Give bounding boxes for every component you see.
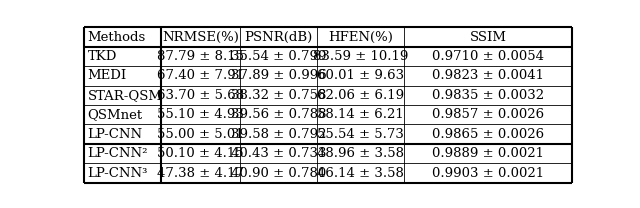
- Text: 38.32 ± 0.758: 38.32 ± 0.758: [231, 89, 326, 102]
- Text: LP-CNN²: LP-CNN²: [88, 147, 148, 160]
- Text: 47.38 ± 4.17: 47.38 ± 4.17: [157, 167, 244, 180]
- Text: 37.89 ± 0.996: 37.89 ± 0.996: [231, 69, 326, 82]
- Text: 50.10 ± 4.15: 50.10 ± 4.15: [157, 147, 244, 160]
- Text: QSMnet: QSMnet: [88, 108, 143, 121]
- Text: LP-CNN³: LP-CNN³: [88, 167, 148, 180]
- Text: 55.54 ± 5.73: 55.54 ± 5.73: [317, 128, 404, 141]
- Text: HFEN(%): HFEN(%): [328, 31, 393, 43]
- Text: TKD: TKD: [88, 50, 117, 63]
- Text: 40.90 ± 0.780: 40.90 ± 0.780: [231, 167, 326, 180]
- Text: PSNR(dB): PSNR(dB): [244, 31, 313, 43]
- Text: MEDI: MEDI: [88, 69, 127, 82]
- Text: 67.40 ± 7.91: 67.40 ± 7.91: [157, 69, 244, 82]
- Text: 83.59 ± 10.19: 83.59 ± 10.19: [313, 50, 408, 63]
- Text: 35.54 ± 0.799: 35.54 ± 0.799: [231, 50, 326, 63]
- Text: 63.70 ± 5.68: 63.70 ± 5.68: [157, 89, 244, 102]
- Text: 0.9823 ± 0.0041: 0.9823 ± 0.0041: [432, 69, 544, 82]
- Text: 0.9903 ± 0.0021: 0.9903 ± 0.0021: [432, 167, 544, 180]
- Text: 39.58 ± 0.792: 39.58 ± 0.792: [231, 128, 326, 141]
- Text: SSIM: SSIM: [470, 31, 507, 43]
- Text: 46.14 ± 3.58: 46.14 ± 3.58: [317, 167, 404, 180]
- Text: 55.00 ± 5.01: 55.00 ± 5.01: [157, 128, 244, 141]
- Text: STAR-QSM: STAR-QSM: [88, 89, 163, 102]
- Text: 62.06 ± 6.19: 62.06 ± 6.19: [317, 89, 404, 102]
- Text: 0.9865 ± 0.0026: 0.9865 ± 0.0026: [432, 128, 544, 141]
- Text: Methods: Methods: [88, 31, 146, 43]
- Text: 40.43 ± 0.733: 40.43 ± 0.733: [231, 147, 326, 160]
- Text: 58.14 ± 6.21: 58.14 ± 6.21: [317, 108, 404, 121]
- Text: 0.9710 ± 0.0054: 0.9710 ± 0.0054: [432, 50, 544, 63]
- Text: NRMSE(%): NRMSE(%): [162, 31, 239, 43]
- Text: 39.56 ± 0.788: 39.56 ± 0.788: [231, 108, 326, 121]
- Text: 60.01 ± 9.63: 60.01 ± 9.63: [317, 69, 404, 82]
- Text: LP-CNN: LP-CNN: [88, 128, 143, 141]
- Text: 87.79 ± 8.15: 87.79 ± 8.15: [157, 50, 244, 63]
- Text: 0.9889 ± 0.0021: 0.9889 ± 0.0021: [432, 147, 544, 160]
- Text: 48.96 ± 3.58: 48.96 ± 3.58: [317, 147, 404, 160]
- Text: 0.9857 ± 0.0026: 0.9857 ± 0.0026: [432, 108, 544, 121]
- Text: 0.9835 ± 0.0032: 0.9835 ± 0.0032: [432, 89, 544, 102]
- Text: 55.10 ± 4.93: 55.10 ± 4.93: [157, 108, 244, 121]
